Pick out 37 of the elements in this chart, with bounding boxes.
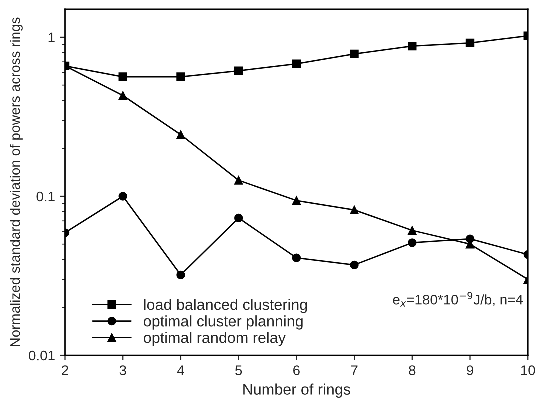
point — [234, 214, 244, 223]
y-tick-label: 1 — [48, 32, 55, 42]
point — [118, 72, 128, 82]
point — [350, 260, 359, 270]
y-tick-label: 0.1 — [36, 192, 55, 202]
point — [176, 72, 186, 82]
y-tick-label: 0.01 — [29, 350, 55, 361]
x-tick-label: 6 — [294, 366, 300, 376]
x-axis-title: Number of rings — [244, 384, 350, 398]
point — [408, 226, 417, 235]
point — [118, 192, 128, 201]
point — [118, 91, 128, 100]
point — [466, 38, 475, 48]
x-tick-label: 7 — [351, 366, 358, 376]
point — [176, 130, 186, 140]
x-tick-label: 2 — [62, 366, 68, 376]
x-tick-label: 5 — [236, 366, 242, 376]
legend-label: load balanced clustering — [144, 299, 308, 314]
x-tick-label: 8 — [409, 366, 416, 376]
y-axis-title: Normalized standard deviation of powers across rings — [10, 18, 23, 347]
point — [292, 60, 302, 68]
point — [234, 176, 244, 185]
annotation: e$_{x}$=180*10$^{−9}$J/b, n=4 — [393, 292, 524, 307]
legend-label: optimal random relay — [144, 332, 286, 346]
point — [176, 270, 186, 280]
x-tick-label: 9 — [467, 366, 474, 376]
point — [292, 196, 302, 206]
x-tick-label: 3 — [120, 366, 126, 376]
point — [408, 238, 417, 248]
legend-label: optimal cluster planning — [144, 316, 303, 330]
point — [408, 42, 417, 51]
point — [350, 50, 359, 59]
point — [234, 66, 244, 76]
x-tick-label: 10 — [521, 366, 536, 376]
point — [350, 206, 359, 215]
x-tick-label: 4 — [177, 366, 184, 376]
point — [292, 254, 302, 262]
